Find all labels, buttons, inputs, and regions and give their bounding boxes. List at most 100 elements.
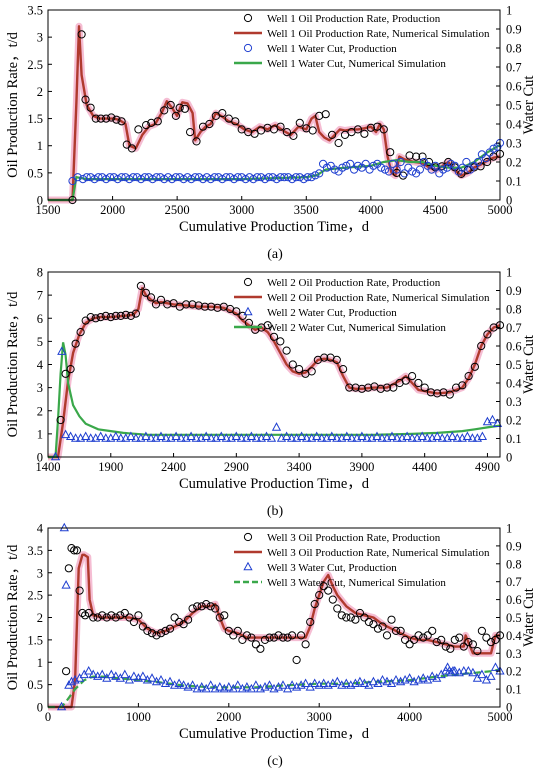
water-cut-production-point	[187, 175, 196, 184]
water-cut-production-point	[327, 431, 337, 440]
oil-production-point	[75, 586, 84, 595]
y2-tick-label: 1	[506, 4, 512, 18]
water-cut-production-point	[242, 682, 252, 691]
water-cut-production-point	[487, 414, 498, 424]
y2-tick-label: 0.8	[506, 557, 522, 571]
y2-tick-label: 0.5	[506, 358, 522, 372]
oil-production-point	[170, 613, 179, 622]
water-cut-production-point	[175, 173, 184, 182]
oil-production-point	[129, 617, 138, 627]
oil-production-point	[179, 620, 188, 629]
x-tick-label: 5000	[488, 710, 513, 724]
water-cut-production-point	[332, 676, 342, 686]
water-cut-production-point	[450, 161, 459, 170]
water-cut-production-point	[210, 173, 219, 182]
oil-production-point	[180, 104, 189, 113]
water-cut-production-point	[186, 431, 196, 440]
water-cut-production-point	[129, 173, 138, 182]
water-cut-production-point	[171, 173, 180, 182]
oil-production-point	[151, 300, 161, 309]
legend-marker-oil-production	[243, 532, 253, 542]
oil-production-point	[165, 624, 175, 633]
water-cut-production-point	[224, 682, 234, 691]
oil-production-point	[269, 633, 279, 642]
oil-production-point	[423, 631, 432, 640]
oil-production-point	[211, 604, 220, 613]
y2-axis-label: Water Cut	[521, 76, 537, 135]
oil-production-point	[364, 383, 373, 392]
oil-production-point	[134, 611, 143, 620]
y2-tick-label: 0.1	[506, 683, 522, 697]
oil-production-point	[437, 635, 446, 645]
water-cut-production-point	[268, 173, 277, 182]
water-cut-production-point	[138, 671, 148, 680]
oil-production-point	[102, 114, 111, 123]
oil-production-point	[441, 642, 450, 651]
legend-label: Well 2 Oil Production Rate, Numerical Si…	[267, 292, 490, 304]
oil-production-point	[251, 640, 260, 649]
legend-marker-water-cut-production	[243, 43, 253, 53]
water-cut-production-point	[300, 678, 311, 687]
water-cut-production-point	[473, 157, 483, 167]
water-cut-production-point	[396, 157, 405, 167]
water-cut-production-point	[276, 173, 285, 182]
water-cut-production-point	[178, 680, 189, 689]
water-cut-production-point	[206, 680, 216, 689]
oil-production-point	[450, 635, 459, 645]
oil-production-point	[84, 608, 93, 618]
oil-production-point	[428, 626, 437, 636]
x-axis-label: Cumulative Production Time，d	[179, 476, 370, 492]
x-tick-label: 5000	[488, 203, 513, 217]
oil-production-point	[121, 310, 130, 319]
oil-production-point	[200, 302, 209, 311]
water-cut-production-point	[477, 431, 488, 440]
water-cut-production-point	[486, 671, 496, 680]
oil-production-point	[319, 582, 328, 591]
y2-tick-label: 0.7	[506, 575, 522, 589]
water-cut-production-point	[140, 173, 149, 182]
oil-production-point	[389, 383, 398, 392]
water-cut-production-point	[272, 175, 281, 184]
water-cut-production-point	[78, 175, 88, 184]
oil-production-point	[445, 390, 454, 399]
oil-production-point	[91, 114, 100, 123]
water-cut-sim-line	[48, 342, 501, 459]
water-cut-sim-line	[48, 668, 501, 709]
water-cut-production-point	[222, 173, 231, 182]
water-cut-production-point	[56, 701, 67, 711]
oil-production-point	[414, 378, 423, 388]
oil-production-point	[218, 109, 227, 118]
oil-production-point	[256, 644, 265, 653]
water-cut-production-point	[60, 429, 71, 439]
water-cut-production-point	[377, 674, 388, 684]
oil-production-point	[156, 295, 166, 304]
y-tick-label: 4	[37, 358, 44, 372]
oil-production-point	[307, 367, 316, 376]
panel-label: (a)	[267, 247, 283, 262]
oil-production-point	[238, 635, 247, 645]
x-tick-label: 1900	[98, 460, 123, 474]
oil-production-point	[420, 383, 429, 392]
oil-production-point	[464, 372, 473, 381]
oil-production-point	[342, 613, 351, 622]
legend-label: Well 3 Oil Production Rate, Numerical Si…	[267, 547, 490, 559]
water-cut-production-point	[144, 173, 153, 182]
oil-production-point	[96, 313, 105, 322]
water-cut-production-point	[315, 169, 324, 178]
oil-production-point	[401, 635, 410, 645]
y-axis-label: Oil Production Rate，t/d	[5, 544, 21, 691]
water-cut-production-point	[206, 175, 215, 184]
water-cut-production-point	[251, 680, 261, 689]
oil-production-point	[169, 299, 178, 308]
oil-production-point	[116, 311, 125, 321]
oil-production-point	[116, 611, 125, 620]
legend-label: Well 1 Oil Production Rate, Production	[267, 13, 441, 25]
oil-production-point	[188, 604, 197, 613]
oil-production-point	[418, 152, 427, 161]
oil-production-point	[193, 602, 202, 611]
y2-tick-label: 0.1	[506, 175, 522, 189]
x-tick-label: 2000	[216, 710, 241, 724]
panel-label: (c)	[267, 754, 283, 769]
water-cut-production-point	[347, 433, 357, 442]
oil-production-point	[66, 365, 75, 374]
